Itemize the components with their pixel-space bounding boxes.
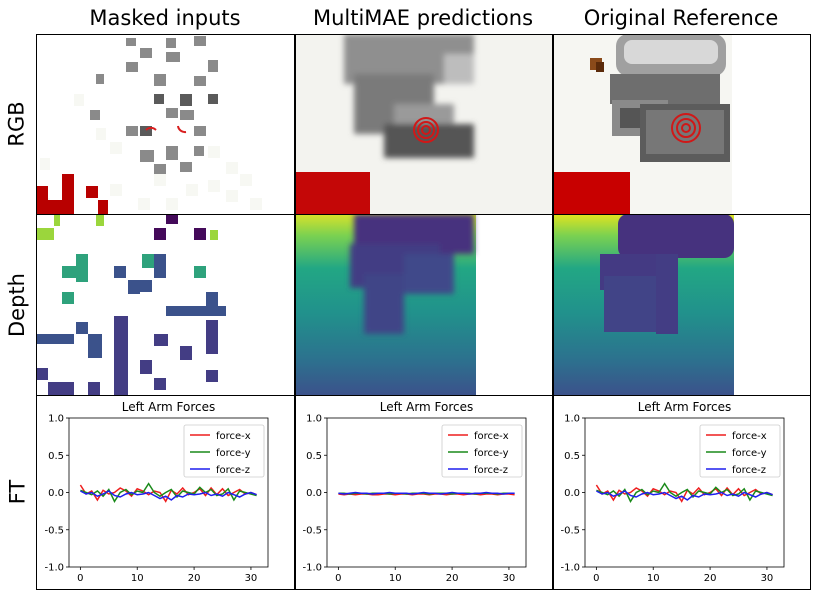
rgb-masked-input-image xyxy=(36,34,294,214)
y-tick-label: 0.0 xyxy=(306,488,322,499)
x-tick-label: 0 xyxy=(335,573,341,584)
y-tick-label: 0.0 xyxy=(564,488,580,499)
y-tick-label: 1.0 xyxy=(48,414,64,425)
ft-chart-multimae-predictions: Left Arm Forces -1.0 -0.5 0.0 0.5 1.0 0 10 20 30 f… xyxy=(294,395,552,589)
x-tick-label: 30 xyxy=(761,573,774,584)
y-tick-label: 0.5 xyxy=(306,451,322,462)
rgb-original-reference-image xyxy=(552,34,810,214)
y-tick-label: 1.0 xyxy=(564,414,580,425)
legend-label-force-y: force-y xyxy=(474,448,509,459)
legend-label-force-z: force-z xyxy=(732,465,766,476)
column-title-multimae-predictions: MultiMAE predictions xyxy=(312,6,534,30)
row-label-depth: Depth xyxy=(5,272,29,337)
legend-box xyxy=(441,424,523,478)
ft-chart-svg-original-reference: Left Arm Forces -1.0 -0.5 0.0 0.5 1.0 0 10 20 30 f… xyxy=(560,400,785,584)
x-tick-label: 30 xyxy=(245,573,258,584)
series-line-force-z xyxy=(338,491,515,495)
legend-box xyxy=(699,424,781,478)
depth-masked-input-image xyxy=(36,214,294,395)
y-tick-label: 1.0 xyxy=(306,414,322,425)
y-tick-label: 0.5 xyxy=(48,451,64,462)
x-tick-label: 20 xyxy=(188,573,201,584)
chart-title: Left Arm Forces xyxy=(380,400,474,414)
series-line-force-x xyxy=(79,484,257,503)
series-line-force-x xyxy=(595,484,773,503)
legend-box xyxy=(183,424,265,478)
row-label-ft: FT xyxy=(4,479,29,505)
chart-title: Left Arm Forces xyxy=(638,400,732,414)
x-tick-label: 0 xyxy=(593,573,599,584)
x-tick-label: 30 xyxy=(503,573,516,584)
depth-original-reference-image xyxy=(552,214,810,395)
series-line-force-z xyxy=(596,490,773,501)
column-title-masked-inputs: Masked inputs xyxy=(89,6,241,30)
legend-label-force-z: force-z xyxy=(474,465,508,476)
legend-label-force-x: force-x xyxy=(216,431,251,442)
y-tick-label: -0.5 xyxy=(560,525,580,536)
ft-chart-original-reference: Left Arm Forces -1.0 -0.5 0.0 0.5 1.0 0 10 20 30 f… xyxy=(552,395,810,589)
depth-multimae-prediction-image xyxy=(294,214,552,395)
column-title-original-reference: Original Reference xyxy=(583,6,779,30)
chart-title: Left Arm Forces xyxy=(122,400,216,414)
ft-chart-svg-masked-inputs: Left Arm Forces -1.0 -0.5 0.0 0.5 1.0 0 10 20 30 f… xyxy=(44,400,269,584)
legend-label-force-y: force-y xyxy=(216,448,251,459)
legend-label-force-x: force-x xyxy=(732,431,767,442)
x-tick-label: 10 xyxy=(389,573,402,584)
legend-label-force-x: force-x xyxy=(474,431,509,442)
row-label-rgb: RGB xyxy=(5,101,29,147)
x-tick-label: 10 xyxy=(647,573,660,584)
y-tick-label: 0.0 xyxy=(48,488,64,499)
y-tick-label: -1.0 xyxy=(302,563,322,574)
x-tick-label: 0 xyxy=(77,573,83,584)
y-tick-label: 0.5 xyxy=(564,451,580,462)
y-tick-label: -1.0 xyxy=(560,563,580,574)
y-tick-label: -1.0 xyxy=(44,563,64,574)
legend-label-force-y: force-y xyxy=(732,448,767,459)
legend-label-force-z: force-z xyxy=(216,465,250,476)
x-tick-label: 20 xyxy=(704,573,717,584)
y-tick-label: -0.5 xyxy=(44,525,64,536)
y-tick-label: -0.5 xyxy=(302,525,322,536)
ft-chart-svg-multimae-predictions: Left Arm Forces -1.0 -0.5 0.0 0.5 1.0 0 10 20 30 f… xyxy=(302,400,527,584)
rgb-multimae-prediction-image xyxy=(294,34,552,214)
ft-chart-masked-inputs: Left Arm Forces -1.0 -0.5 0.0 0.5 1.0 0 10 20 30 f… xyxy=(36,395,294,589)
x-tick-label: 20 xyxy=(446,573,459,584)
series-line-force-z xyxy=(80,490,257,501)
x-tick-label: 10 xyxy=(131,573,144,584)
